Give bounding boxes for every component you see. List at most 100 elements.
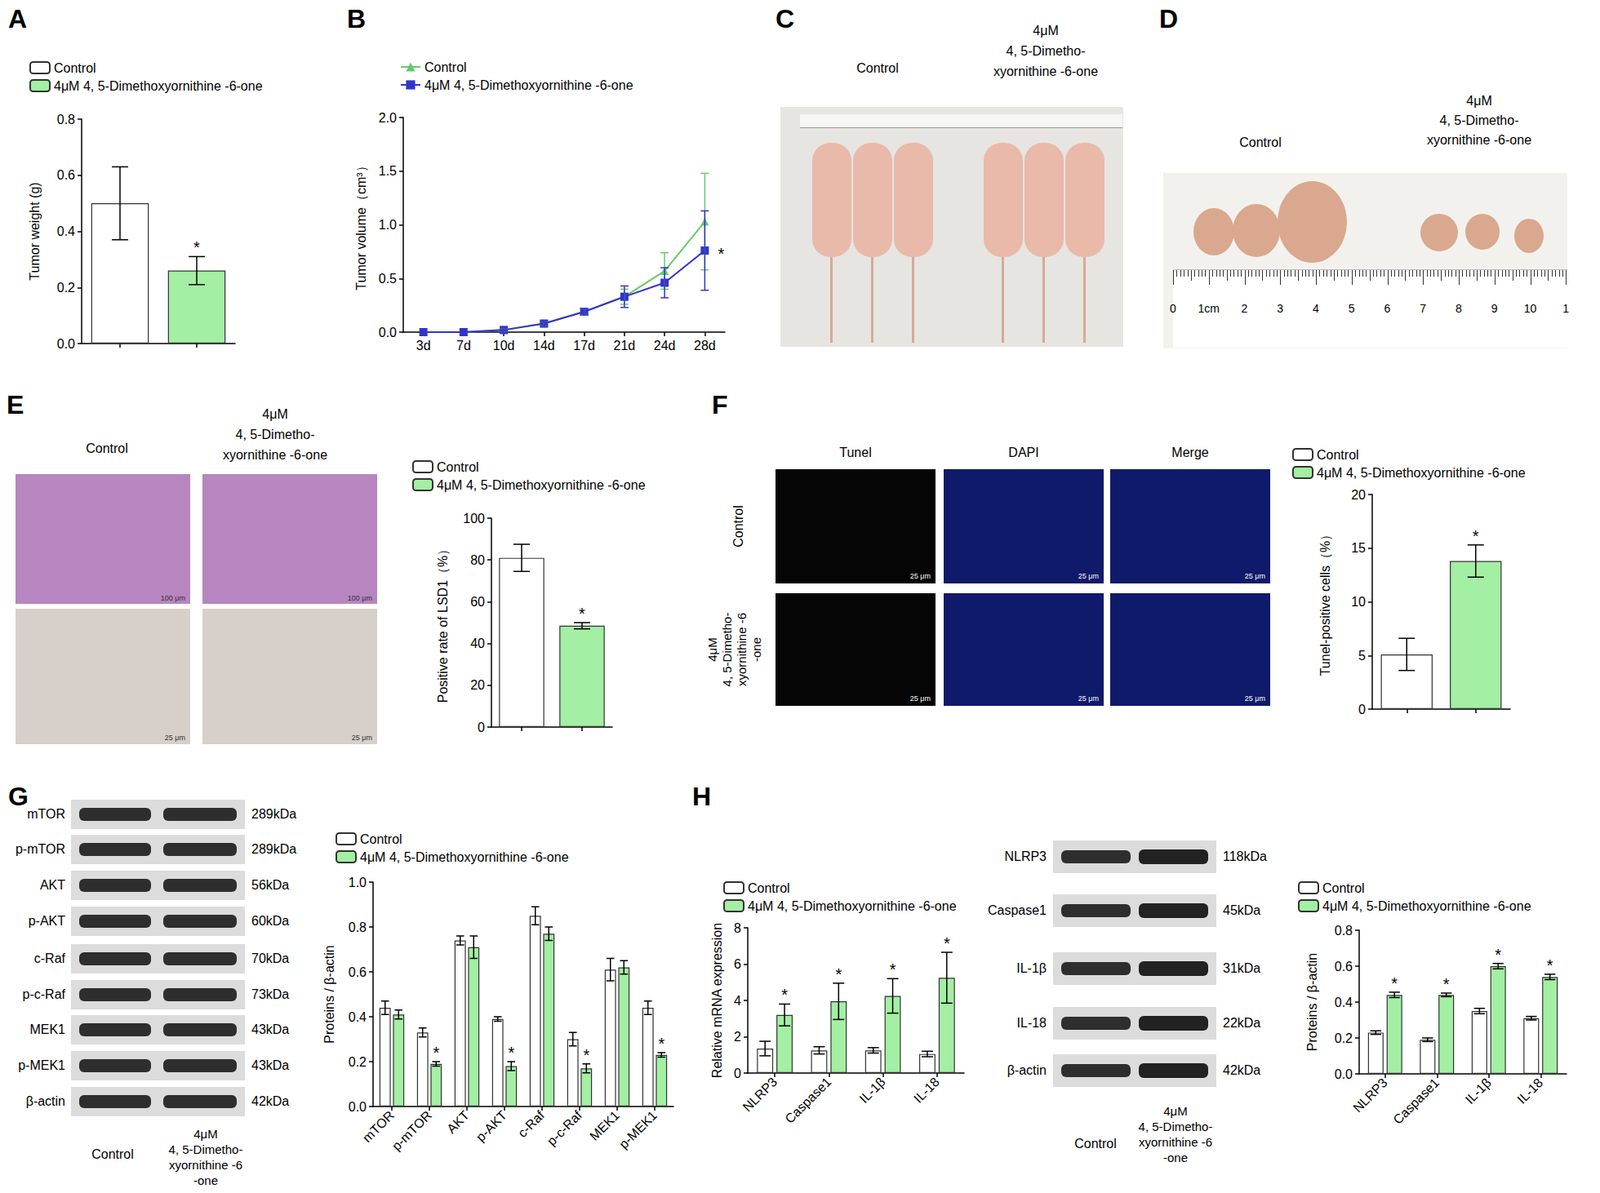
svg-text:IL-18: IL-18 bbox=[1514, 1075, 1546, 1107]
svg-text:*: * bbox=[1391, 974, 1398, 993]
svg-text:IL-18: IL-18 bbox=[911, 1075, 943, 1107]
svg-text:mTOR: mTOR bbox=[360, 1108, 397, 1146]
svg-text:0.8: 0.8 bbox=[1334, 924, 1353, 938]
svg-text:80: 80 bbox=[470, 553, 485, 568]
svg-text:*: * bbox=[1546, 956, 1554, 975]
svg-text:60: 60 bbox=[470, 595, 485, 609]
svg-text:*: * bbox=[578, 604, 586, 623]
svg-text:0.0: 0.0 bbox=[57, 337, 76, 352]
svg-text:*: * bbox=[1443, 975, 1450, 994]
svg-text:5: 5 bbox=[1358, 648, 1366, 663]
svg-text:0.6: 0.6 bbox=[1334, 960, 1353, 974]
svg-text:MEK1: MEK1 bbox=[586, 1108, 623, 1144]
svg-text:0.0: 0.0 bbox=[1334, 1067, 1353, 1082]
svg-text:6: 6 bbox=[733, 957, 742, 972]
svg-text:0.2: 0.2 bbox=[57, 280, 76, 295]
svg-text:Control: Control bbox=[1322, 881, 1365, 896]
svg-text:4: 4 bbox=[733, 994, 742, 1009]
svg-text:IL-1β: IL-1β bbox=[857, 1075, 889, 1107]
svg-text:Positive rate of LSD1（%）: Positive rate of LSD1（%） bbox=[435, 542, 450, 704]
svg-text:*: * bbox=[1494, 946, 1502, 965]
svg-text:0.8: 0.8 bbox=[57, 112, 76, 127]
svg-text:0.2: 0.2 bbox=[348, 1055, 367, 1070]
svg-text:4μM 4, 5-Dimethoxyornithine -6: 4μM 4, 5-Dimethoxyornithine -6-one bbox=[1316, 466, 1526, 480]
svg-text:28d: 28d bbox=[693, 338, 716, 353]
svg-text:1.0: 1.0 bbox=[378, 217, 397, 232]
svg-text:0.2: 0.2 bbox=[1334, 1031, 1353, 1046]
svg-text:2.0: 2.0 bbox=[378, 111, 397, 125]
svg-text:0.4: 0.4 bbox=[348, 1010, 367, 1025]
svg-text:Caspase1: Caspase1 bbox=[782, 1075, 834, 1127]
svg-text:1.0: 1.0 bbox=[348, 875, 367, 890]
svg-text:p-MEK1: p-MEK1 bbox=[616, 1108, 660, 1152]
svg-text:4μM 4, 5-Dimethoxyornithine -6: 4μM 4, 5-Dimethoxyornithine -6-one bbox=[360, 850, 569, 865]
svg-text:0.6: 0.6 bbox=[348, 965, 367, 980]
svg-text:100: 100 bbox=[462, 511, 485, 526]
svg-text:Tumor weight (g): Tumor weight (g) bbox=[27, 182, 42, 280]
svg-text:24d: 24d bbox=[653, 338, 676, 353]
svg-text:*: * bbox=[657, 1035, 665, 1054]
html-text:A: A bbox=[8, 4, 28, 34]
svg-text:Tumor volume（cm³）: Tumor volume（cm³） bbox=[354, 159, 369, 290]
svg-text:*: * bbox=[507, 1044, 515, 1063]
svg-text:*: * bbox=[943, 934, 951, 953]
svg-text:IL-1β: IL-1β bbox=[1462, 1075, 1494, 1107]
svg-text:10: 10 bbox=[1351, 595, 1366, 609]
svg-text:Relative mRNA expression: Relative mRNA expression bbox=[710, 923, 725, 1079]
svg-text:4μM 4, 5-Dimethoxyornithine -6: 4μM 4, 5-Dimethoxyornithine -6-one bbox=[436, 478, 646, 493]
svg-text:*: * bbox=[193, 238, 200, 257]
svg-text:21d: 21d bbox=[613, 338, 636, 353]
svg-text:4μM 4, 5-Dimethoxyornithine -6: 4μM 4, 5-Dimethoxyornithine -6-one bbox=[747, 899, 957, 914]
svg-text:20: 20 bbox=[470, 678, 485, 693]
svg-text:*: * bbox=[835, 965, 842, 984]
svg-text:40: 40 bbox=[470, 636, 485, 651]
svg-text:8: 8 bbox=[733, 921, 742, 936]
svg-text:4μM 4, 5-Dimethoxyornithine -6: 4μM 4, 5-Dimethoxyornithine -6-one bbox=[53, 79, 263, 94]
svg-text:*: * bbox=[717, 244, 725, 263]
svg-text:0.4: 0.4 bbox=[1334, 995, 1353, 1010]
svg-text:4μM 4, 5-Dimethoxyornithine -6: 4μM 4, 5-Dimethoxyornithine -6-one bbox=[1322, 899, 1532, 914]
svg-text:*: * bbox=[889, 960, 897, 979]
svg-text:3d: 3d bbox=[416, 338, 432, 353]
svg-text:Proteins / β-actin: Proteins / β-actin bbox=[322, 945, 337, 1044]
svg-text:2: 2 bbox=[733, 1030, 742, 1045]
svg-text:0: 0 bbox=[733, 1066, 742, 1081]
html-text:G: G bbox=[8, 782, 29, 812]
svg-text:17d: 17d bbox=[573, 338, 596, 353]
svg-text:*: * bbox=[1472, 527, 1480, 546]
svg-text:Proteins / β-actin: Proteins / β-actin bbox=[1305, 953, 1320, 1052]
svg-text:NLRP3: NLRP3 bbox=[1350, 1075, 1391, 1116]
svg-text:Control: Control bbox=[436, 460, 480, 475]
svg-text:NLRP3: NLRP3 bbox=[740, 1075, 781, 1116]
svg-text:4μM 4, 5-Dimethoxyornithine -6: 4μM 4, 5-Dimethoxyornithine -6-one bbox=[424, 78, 634, 93]
svg-text:Control: Control bbox=[360, 832, 403, 847]
svg-text:0.0: 0.0 bbox=[348, 1100, 367, 1115]
svg-text:0.8: 0.8 bbox=[348, 920, 367, 935]
svg-text:c-Raf: c-Raf bbox=[515, 1108, 547, 1141]
svg-text:1.5: 1.5 bbox=[378, 164, 397, 178]
svg-text:0.5: 0.5 bbox=[378, 271, 397, 286]
svg-text:7d: 7d bbox=[456, 338, 472, 353]
svg-text:*: * bbox=[781, 986, 788, 1005]
svg-text:0: 0 bbox=[477, 720, 485, 735]
svg-text:0.4: 0.4 bbox=[57, 224, 76, 239]
svg-text:*: * bbox=[582, 1046, 590, 1065]
svg-text:0.0: 0.0 bbox=[378, 325, 397, 340]
svg-text:14d: 14d bbox=[533, 338, 556, 353]
svg-text:15: 15 bbox=[1351, 541, 1366, 556]
svg-text:p-mTOR: p-mTOR bbox=[389, 1108, 435, 1154]
svg-text:10d: 10d bbox=[493, 338, 516, 353]
svg-text:Control: Control bbox=[1316, 448, 1360, 463]
svg-text:0.6: 0.6 bbox=[57, 168, 76, 183]
svg-text:p-AKT: p-AKT bbox=[473, 1108, 510, 1145]
svg-text:AKT: AKT bbox=[444, 1108, 472, 1137]
svg-text:Caspase1: Caspase1 bbox=[1390, 1075, 1442, 1128]
svg-text:Tunel-positive cells（%）: Tunel-positive cells（%） bbox=[1318, 528, 1333, 677]
svg-text:Control: Control bbox=[53, 61, 97, 76]
svg-text:p-c-Raf: p-c-Raf bbox=[544, 1108, 585, 1149]
svg-text:*: * bbox=[432, 1044, 440, 1063]
svg-text:Control: Control bbox=[747, 881, 791, 896]
svg-text:0: 0 bbox=[1358, 702, 1366, 717]
svg-text:20: 20 bbox=[1351, 488, 1366, 503]
svg-text:Control: Control bbox=[424, 60, 467, 75]
